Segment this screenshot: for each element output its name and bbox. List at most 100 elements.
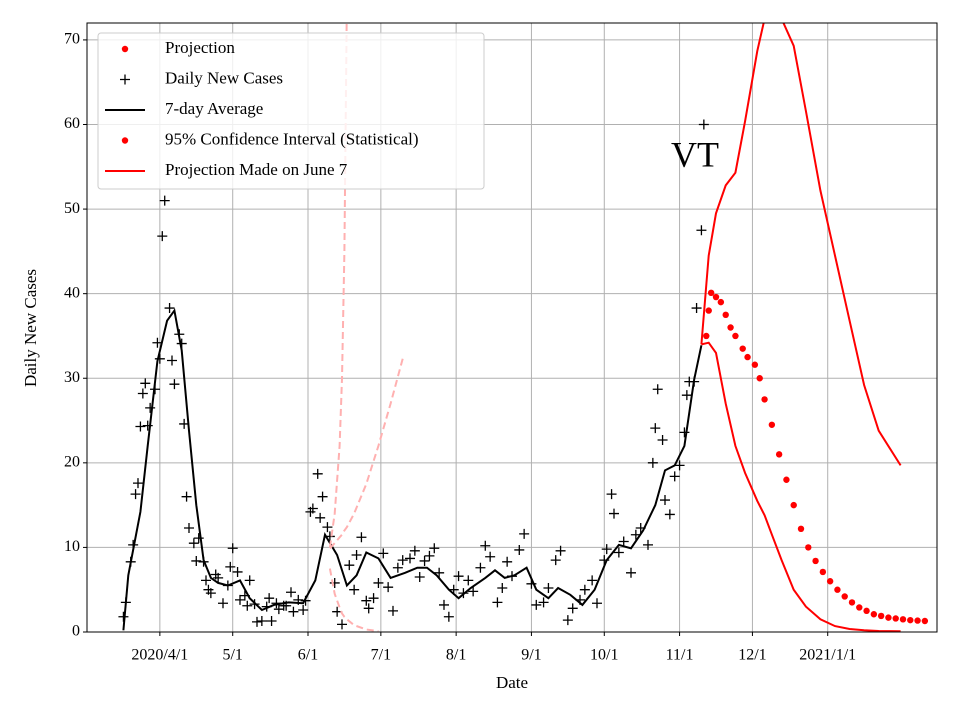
series-line [122, 308, 703, 631]
data-point [414, 572, 425, 583]
data-point [133, 478, 143, 489]
legend-box [97, 32, 485, 190]
x-tick-label: 12/1 [738, 647, 766, 664]
data-point [579, 584, 590, 595]
legend-label: 7-day Average [165, 99, 263, 118]
data-point [405, 553, 415, 564]
data-point [519, 528, 530, 539]
data-point [669, 471, 680, 482]
data-point [159, 195, 170, 206]
data-point [356, 532, 367, 543]
data-point [606, 489, 617, 500]
data-point [826, 578, 834, 585]
data-point [329, 577, 340, 588]
legend: Projection Daily New Cases 7-day Average 95… [97, 32, 485, 190]
data-point [232, 566, 243, 577]
data-point [497, 583, 508, 594]
data-point [252, 616, 262, 627]
data-point [592, 598, 602, 609]
data-point [154, 353, 165, 364]
data-point [337, 619, 347, 630]
data-point [244, 575, 255, 586]
data-point [856, 604, 863, 611]
data-point [264, 593, 275, 604]
data-point [181, 491, 192, 502]
data-point [256, 616, 267, 627]
data-point [266, 616, 277, 627]
data-point [543, 583, 554, 594]
data-point [485, 551, 496, 562]
data-point [613, 547, 624, 558]
data-point [344, 560, 355, 571]
data-point [429, 543, 440, 554]
data-point [145, 402, 156, 413]
data-point [722, 311, 729, 319]
data-point [812, 557, 819, 565]
data-point [169, 379, 180, 390]
x-tick-label: 8/1 [446, 647, 466, 664]
data-point [691, 303, 702, 314]
data-point [317, 491, 328, 502]
data-point [707, 289, 715, 297]
y-tick-label: 60 [64, 115, 80, 132]
data-point [870, 611, 878, 618]
data-point [914, 617, 921, 624]
annotation: VT [671, 134, 719, 174]
y-tick-label: 10 [64, 538, 80, 555]
data-point [744, 353, 751, 361]
data-point [712, 293, 720, 301]
data-point [225, 561, 236, 572]
data-point [388, 605, 398, 616]
data-point [397, 555, 408, 566]
x-tick-label: 7/1 [371, 647, 391, 664]
data-point [514, 544, 525, 555]
y-tick-label: 40 [64, 284, 80, 301]
data-point [756, 375, 763, 382]
data-point [453, 571, 464, 582]
data-point [562, 615, 573, 626]
y-tick-label: 70 [64, 31, 80, 48]
data-point [242, 600, 253, 611]
data-point [841, 593, 848, 600]
legend-label: Daily New Cases [165, 68, 283, 87]
legend-marker [121, 45, 129, 53]
data-point [288, 606, 299, 617]
data-point [775, 451, 783, 458]
data-point [188, 538, 199, 549]
data-point [502, 556, 513, 567]
legend-label: Projection [165, 38, 235, 57]
data-point [130, 489, 141, 500]
data-point [643, 539, 653, 550]
data-point [315, 512, 326, 523]
data-point [819, 568, 827, 576]
data-point [368, 593, 379, 604]
data-point [434, 567, 445, 578]
data-point [235, 594, 245, 605]
y-tick-label: 30 [64, 369, 80, 386]
x-tick-label: 9/1 [521, 647, 541, 664]
data-point [439, 599, 449, 610]
x-tick-label: 6/1 [298, 647, 318, 664]
data-point [618, 536, 629, 547]
legend-label: Projection Made on June 7 [165, 160, 348, 179]
data-point [899, 616, 907, 623]
y-tick-label: 0 [72, 623, 80, 640]
data-point [652, 384, 663, 395]
data-point [848, 599, 856, 606]
data-point [609, 508, 619, 519]
data-point [696, 225, 707, 236]
data-point [681, 390, 692, 401]
data-point [361, 595, 372, 606]
data-point [783, 476, 790, 483]
data-point [727, 324, 734, 331]
data-point [135, 421, 146, 432]
data-point [363, 603, 374, 614]
data-point [679, 427, 690, 438]
data-point [218, 598, 228, 609]
data-point [351, 550, 362, 561]
data-point [555, 545, 566, 556]
data-point [373, 577, 384, 588]
data-point [383, 582, 394, 593]
data-point [463, 575, 474, 586]
data-point [392, 562, 403, 573]
